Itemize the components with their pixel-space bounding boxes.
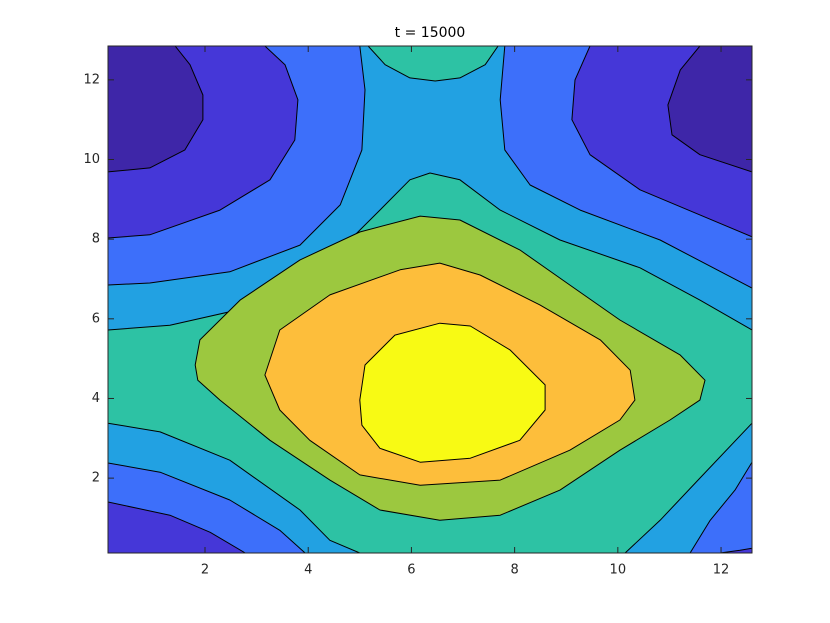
y-tick-label: 2 <box>92 471 100 486</box>
contour-region <box>359 322 546 463</box>
x-tick-label: 6 <box>407 563 415 578</box>
x-tick-label: 12 <box>713 563 730 578</box>
axes-box <box>107 45 753 554</box>
chart-title: t = 15000 <box>395 25 466 41</box>
x-tick-label: 10 <box>610 563 627 578</box>
y-tick-label: 4 <box>92 391 100 406</box>
contour-region <box>367 46 499 82</box>
x-tick-label: 2 <box>201 563 209 578</box>
x-tick-label: 4 <box>304 563 312 578</box>
x-tick-label: 8 <box>510 563 518 578</box>
y-tick-label: 6 <box>92 311 100 326</box>
plot-area <box>108 46 752 553</box>
y-tick-label: 12 <box>83 72 100 87</box>
y-tick-label: 8 <box>92 232 100 247</box>
y-tick-label: 10 <box>83 152 100 167</box>
